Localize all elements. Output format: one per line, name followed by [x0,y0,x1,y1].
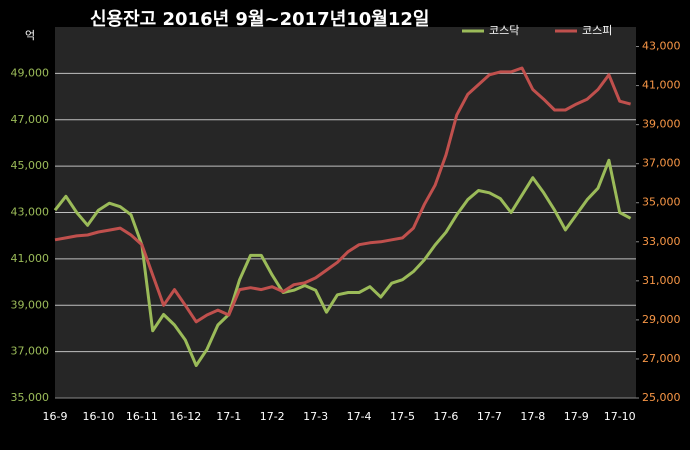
y-unit: 억 [25,29,35,42]
y-tick-label: 43,000 [11,206,50,219]
y-tick-label: 45,000 [11,159,50,172]
x-tick-label: 17-3 [303,410,328,423]
legend-label: 코스피 [582,24,612,37]
chart-title: 신용잔고 2016년 9월~2017년10월12일 [90,9,429,30]
y2-tick-label: 37,000 [642,157,681,170]
series-line [53,158,632,367]
y2-tick-label: 43,000 [642,40,681,53]
x-tick-label: 16-9 [43,410,68,423]
x-tick-label: 17-5 [390,410,415,423]
x-tick-label: 17-10 [604,410,636,423]
y2-tick-label: 27,000 [642,352,681,365]
y2-tick-label: 31,000 [642,274,681,287]
x-tick-label: 17-2 [260,410,285,423]
x-tick-label: 17-7 [477,410,502,423]
x-tick-label: 17-4 [347,410,372,423]
series-line [54,66,631,324]
y-tick-label: 49,000 [11,66,50,79]
y-tick-label: 41,000 [11,252,50,265]
x-tick-label: 17-9 [564,410,589,423]
y-tick-label: 39,000 [11,298,50,311]
y-tick-label: 35,000 [11,391,50,404]
y2-tick-label: 29,000 [642,313,681,326]
y2-tick-label: 39,000 [642,118,681,131]
x-tick-label: 16-10 [82,410,114,423]
y2-tick-label: 41,000 [642,79,681,92]
legend-label: 코스닥 [489,24,519,37]
y2-tick-label: 25,000 [642,391,681,404]
x-tick-label: 17-1 [216,410,241,423]
x-tick-label: 16-12 [169,410,201,423]
y-tick-label: 37,000 [11,345,50,358]
y-tick-label: 47,000 [11,113,50,126]
x-tick-label: 17-8 [520,410,545,423]
y2-tick-label: 33,000 [642,235,681,248]
x-tick-label: 16-11 [126,410,158,423]
x-tick-label: 17-6 [433,410,458,423]
y2-tick-label: 35,000 [642,196,681,209]
